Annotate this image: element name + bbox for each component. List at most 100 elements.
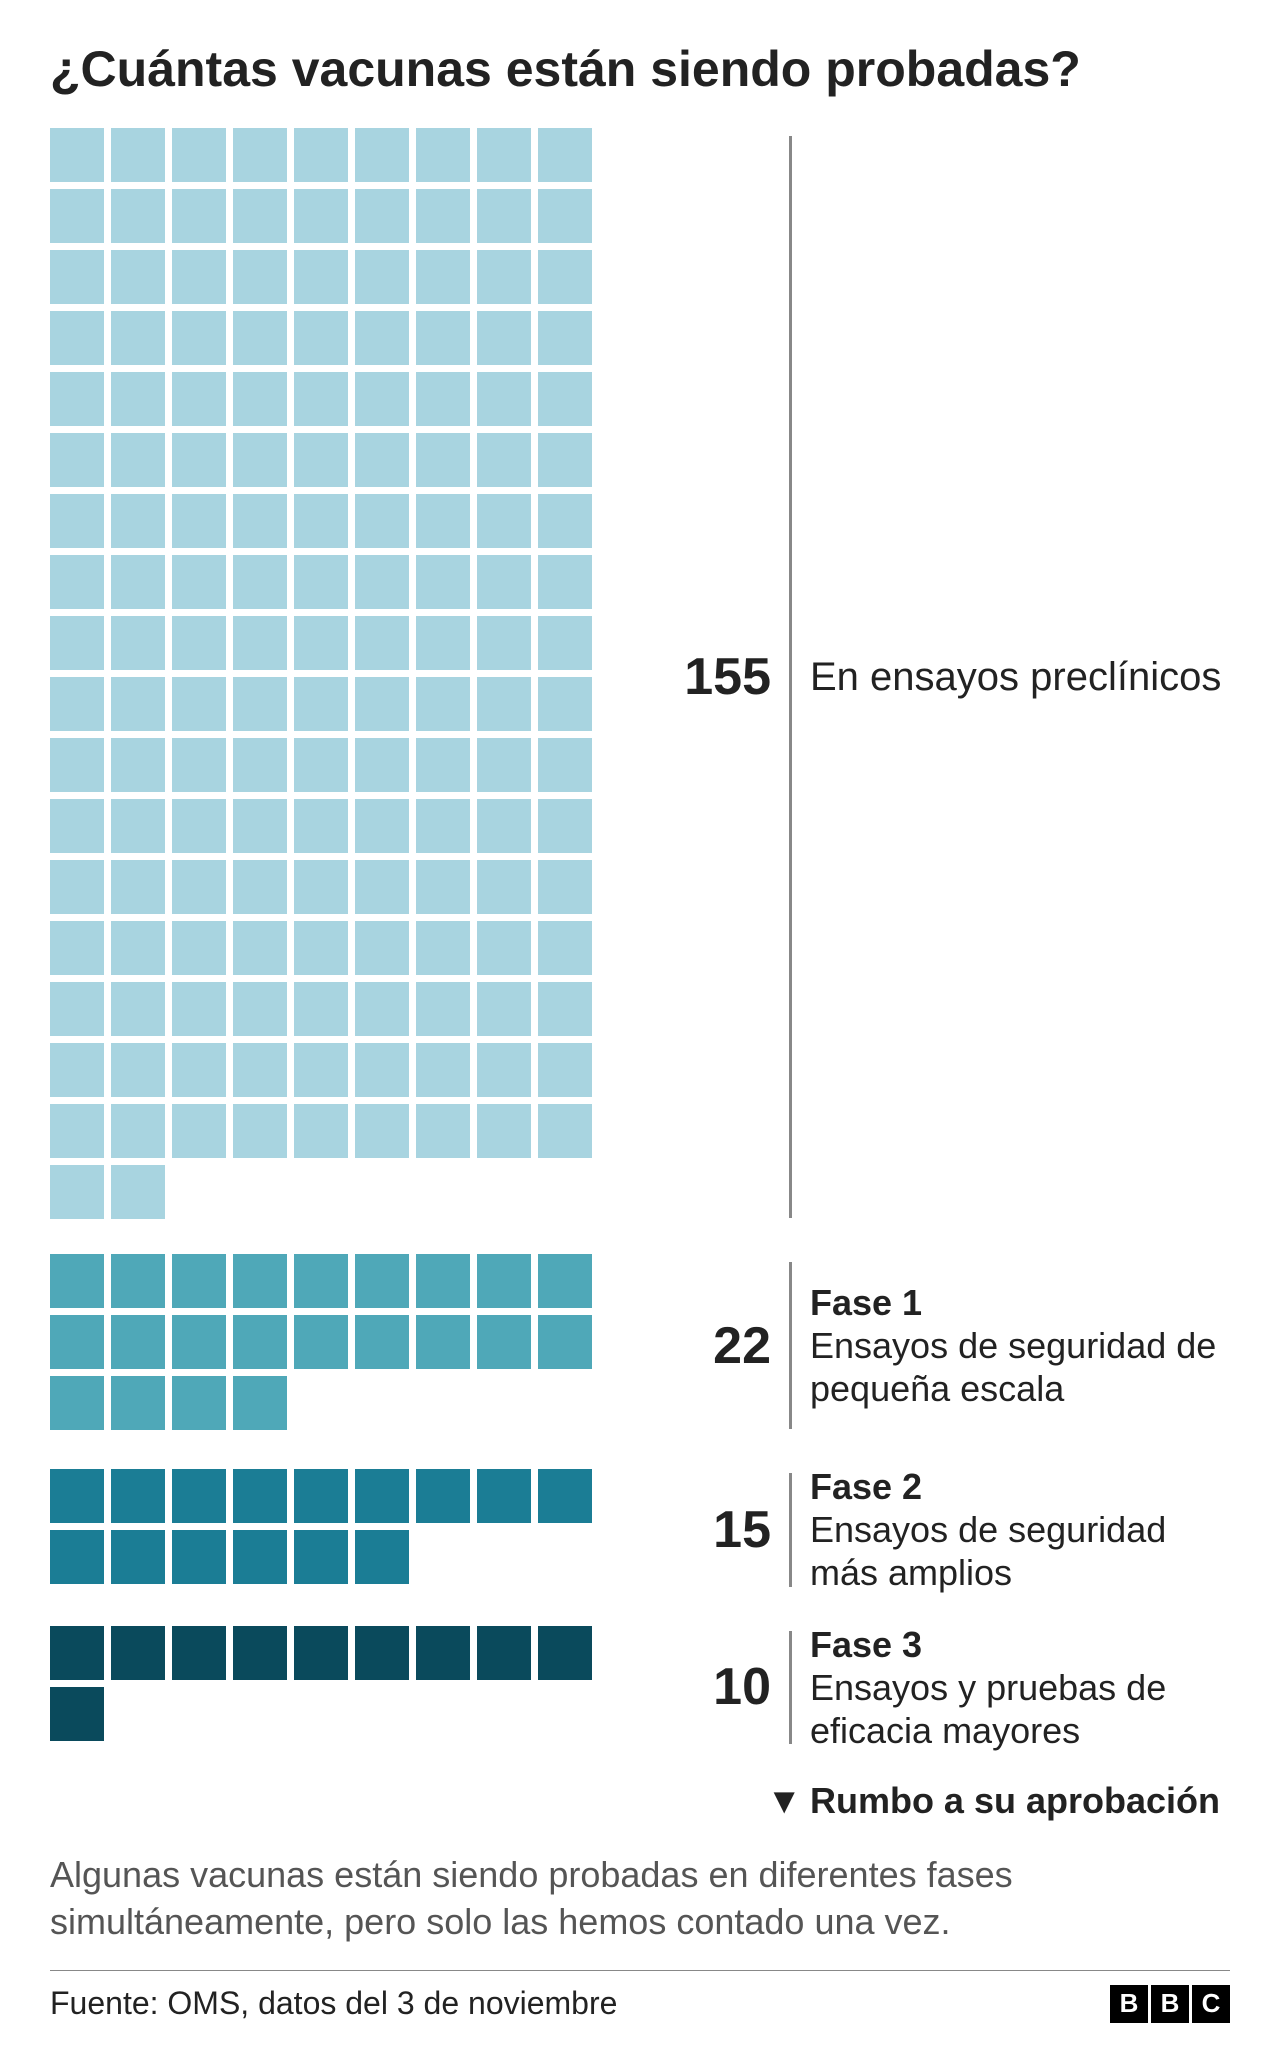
unit-square — [233, 1469, 287, 1523]
unit-square — [355, 982, 409, 1036]
squares-grid — [50, 1469, 651, 1591]
unit-square — [233, 677, 287, 731]
unit-square — [355, 799, 409, 853]
unit-square — [477, 250, 531, 304]
unit-square — [477, 1469, 531, 1523]
squares-grid — [50, 128, 651, 1226]
unit-square — [416, 921, 470, 975]
unit-square — [172, 982, 226, 1036]
vertical-divider — [789, 136, 792, 1218]
unit-square — [50, 555, 104, 609]
unit-square — [294, 1254, 348, 1308]
footnote: Algunas vacunas están siendo probadas en… — [50, 1852, 1230, 1946]
phase-row: 15Fase 2Ensayos de seguridad más amplios — [50, 1465, 1230, 1595]
unit-square — [355, 860, 409, 914]
unit-square — [355, 1104, 409, 1158]
phase-description: Fase 2Ensayos de seguridad más amplios — [810, 1465, 1230, 1595]
unit-square — [233, 1043, 287, 1097]
unit-square — [416, 311, 470, 365]
unit-square — [477, 128, 531, 182]
unit-square — [355, 250, 409, 304]
unit-square — [477, 555, 531, 609]
unit-square — [172, 738, 226, 792]
unit-square — [477, 677, 531, 731]
unit-square — [233, 128, 287, 182]
unit-square — [294, 250, 348, 304]
unit-square — [111, 677, 165, 731]
unit-square — [416, 982, 470, 1036]
unit-square — [294, 1104, 348, 1158]
unit-square — [50, 616, 104, 670]
unit-square — [50, 1165, 104, 1219]
unit-square — [172, 494, 226, 548]
unit-square — [416, 1469, 470, 1523]
unit-square — [172, 616, 226, 670]
unit-square — [355, 1254, 409, 1308]
unit-square — [538, 616, 592, 670]
unit-square — [477, 311, 531, 365]
unit-square — [294, 921, 348, 975]
unit-square — [294, 372, 348, 426]
approval-arrow-row: ▼Rumbo a su aprobación — [50, 1780, 1230, 1822]
unit-square — [172, 1530, 226, 1584]
unit-square — [111, 128, 165, 182]
unit-square — [50, 433, 104, 487]
unit-square — [172, 860, 226, 914]
unit-square — [50, 1530, 104, 1584]
unit-square — [233, 1626, 287, 1680]
unit-square — [416, 189, 470, 243]
unit-square — [416, 1254, 470, 1308]
unit-square — [477, 433, 531, 487]
unit-square — [111, 1376, 165, 1430]
unit-square — [172, 372, 226, 426]
unit-square — [111, 1254, 165, 1308]
phase-row: 22Fase 1Ensayos de seguridad de pequeña … — [50, 1254, 1230, 1437]
unit-square — [294, 1315, 348, 1369]
bbc-logo: BBC — [1110, 1985, 1230, 2023]
unit-square — [416, 860, 470, 914]
phase-desc-subtitle: Ensayos y pruebas de eficacia mayores — [810, 1666, 1230, 1752]
unit-square — [294, 799, 348, 853]
phase-row: 10Fase 3Ensayos y pruebas de eficacia ma… — [50, 1623, 1230, 1753]
unit-square — [233, 250, 287, 304]
unit-square — [416, 372, 470, 426]
unit-square — [294, 311, 348, 365]
unit-square — [477, 494, 531, 548]
unit-square — [294, 1043, 348, 1097]
vertical-divider — [789, 1473, 792, 1587]
unit-square — [294, 1626, 348, 1680]
unit-square — [538, 494, 592, 548]
unit-square — [355, 1315, 409, 1369]
unit-square — [172, 128, 226, 182]
unit-square — [111, 1165, 165, 1219]
unit-square — [50, 1043, 104, 1097]
unit-square — [355, 372, 409, 426]
unit-square — [538, 555, 592, 609]
phase-desc-title: Fase 1 — [810, 1281, 1230, 1324]
phase-desc-subtitle: Ensayos de seguridad más amplios — [810, 1508, 1230, 1594]
vertical-divider — [789, 1262, 792, 1429]
unit-square — [233, 311, 287, 365]
unit-square — [355, 677, 409, 731]
unit-square — [233, 372, 287, 426]
unit-square — [233, 616, 287, 670]
unit-square — [233, 433, 287, 487]
unit-square — [294, 677, 348, 731]
unit-square — [416, 738, 470, 792]
unit-square — [538, 189, 592, 243]
unit-square — [416, 616, 470, 670]
vertical-divider — [789, 1631, 792, 1745]
unit-square — [172, 250, 226, 304]
unit-square — [477, 1315, 531, 1369]
unit-square — [50, 494, 104, 548]
unit-square — [111, 616, 165, 670]
logo-letter: C — [1192, 1985, 1230, 2023]
unit-square — [172, 1254, 226, 1308]
unit-square — [538, 982, 592, 1036]
unit-square — [50, 1626, 104, 1680]
unit-square — [172, 1626, 226, 1680]
unit-square — [538, 372, 592, 426]
unit-square — [294, 616, 348, 670]
unit-square — [355, 311, 409, 365]
unit-square — [538, 921, 592, 975]
